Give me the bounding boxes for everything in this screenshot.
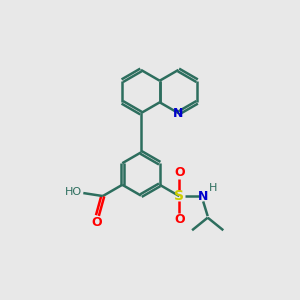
Text: N: N: [198, 190, 208, 202]
Text: HO: HO: [65, 188, 82, 197]
Text: S: S: [174, 189, 184, 203]
Text: N: N: [173, 106, 184, 120]
Text: O: O: [92, 216, 102, 229]
Text: O: O: [174, 213, 184, 226]
Text: H: H: [208, 183, 217, 193]
Text: O: O: [174, 166, 184, 179]
